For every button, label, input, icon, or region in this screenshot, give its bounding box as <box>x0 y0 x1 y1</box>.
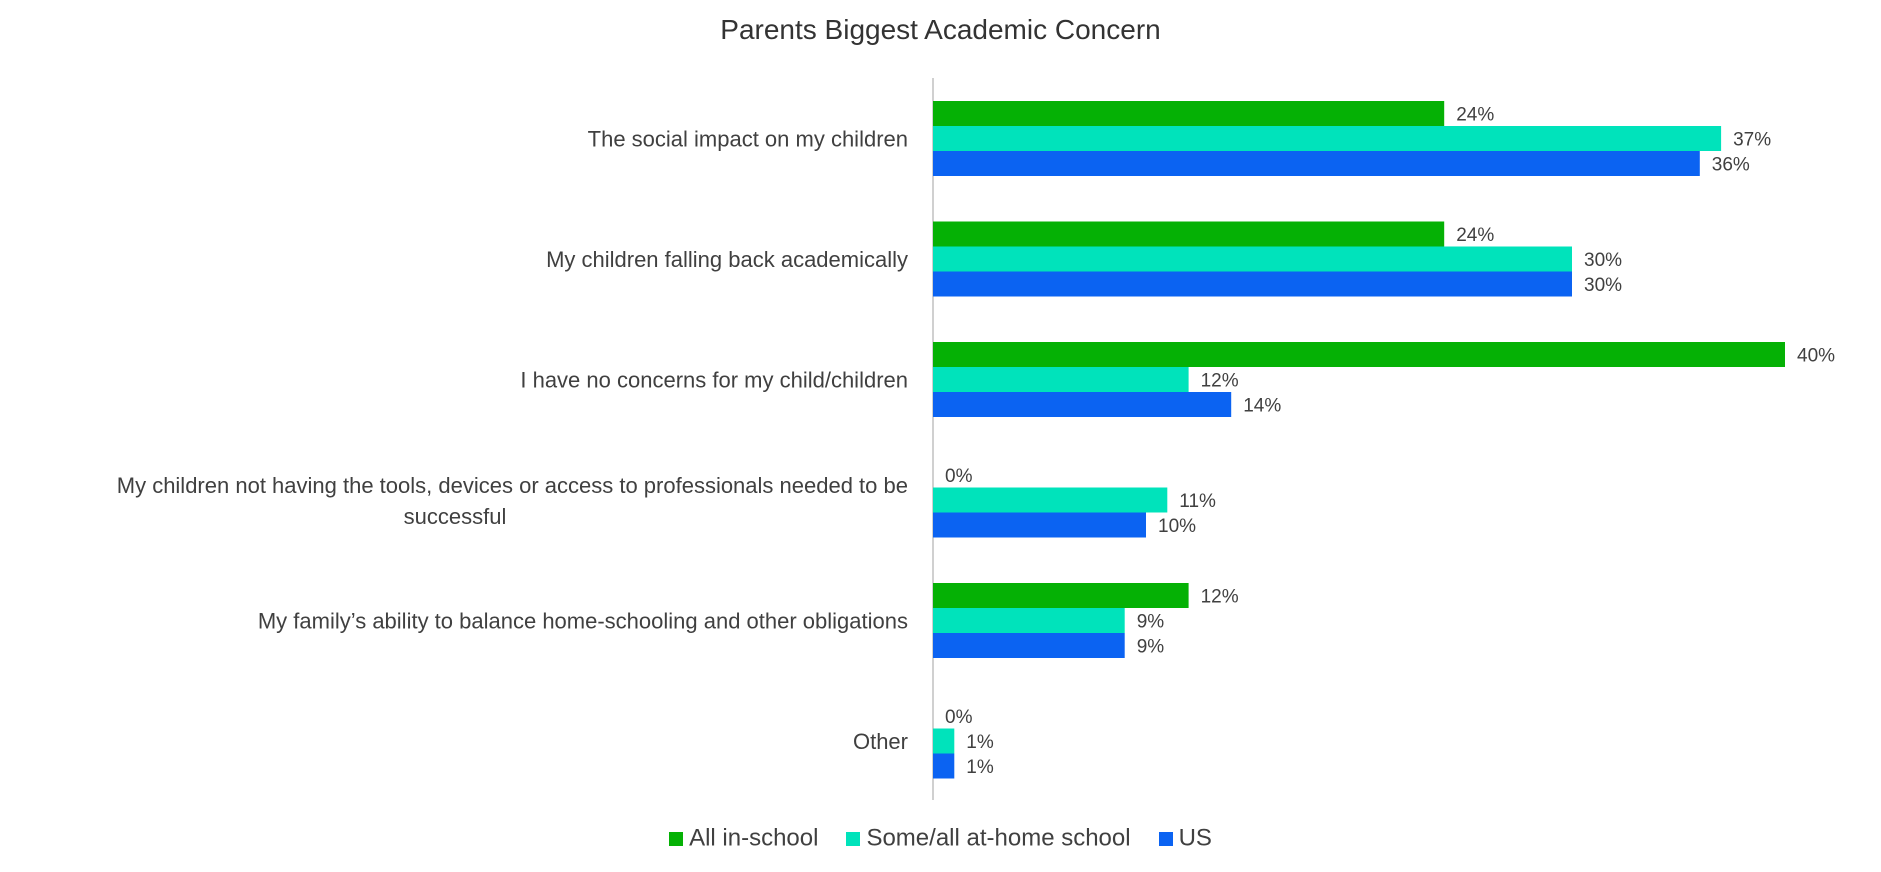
category-label: My children falling back academically <box>546 247 908 272</box>
bar <box>933 221 1445 247</box>
bar <box>933 367 1189 392</box>
legend-label: Some/all at-home school <box>866 824 1131 852</box>
data-label: 12% <box>1201 371 1239 392</box>
legend-swatch <box>1158 831 1173 846</box>
bar <box>933 512 1146 538</box>
bar <box>933 753 955 779</box>
data-label: 24% <box>1456 105 1494 126</box>
legend-swatch <box>846 831 861 846</box>
bar <box>933 126 1722 151</box>
category-label: My children not having the tools, device… <box>117 473 908 529</box>
data-label: 30% <box>1584 275 1622 296</box>
legend-item: Some/all at-home school <box>846 824 1131 853</box>
category-labels: The social impact on my children My child… <box>117 127 908 755</box>
data-label: 1% <box>966 757 994 778</box>
bars <box>933 101 1785 779</box>
chart-title: Parents Biggest Academic Concern <box>720 14 1161 45</box>
bar <box>933 246 1572 272</box>
category-label: The social impact on my children <box>588 127 908 152</box>
bar <box>933 151 1700 176</box>
bar <box>933 583 1189 608</box>
data-label: 10% <box>1158 516 1196 537</box>
data-label: 1% <box>966 732 994 753</box>
data-label: 40% <box>1797 346 1835 367</box>
bar <box>933 728 955 754</box>
data-label: 36% <box>1712 155 1750 176</box>
legend-item: US <box>1158 824 1212 853</box>
data-label: 9% <box>1137 637 1165 658</box>
bar <box>933 342 1785 367</box>
data-label: 9% <box>1137 612 1165 633</box>
bar <box>933 392 1232 417</box>
data-label: 30% <box>1584 250 1622 271</box>
legend-label: All in-school <box>689 824 819 852</box>
data-label: 24% <box>1456 225 1494 246</box>
legend: All in-school Some/all at-home school US <box>0 824 1881 853</box>
category-label: My family’s ability to balance home-scho… <box>258 609 908 634</box>
data-label: 11% <box>1179 491 1216 512</box>
bar <box>933 633 1125 658</box>
bar <box>933 487 1168 513</box>
legend-item: All in-school <box>669 824 818 853</box>
category-label: I have no concerns for my child/children <box>520 368 908 393</box>
data-label: 0% <box>945 466 973 487</box>
data-label: 0% <box>945 707 973 728</box>
bar <box>933 271 1572 297</box>
data-label: 14% <box>1243 396 1281 417</box>
category-label: Other <box>853 729 908 754</box>
bar <box>933 101 1445 126</box>
value-labels: 24%37%36%24%30%30%40%12%14%0%11%10%12%9%… <box>945 105 1835 779</box>
legend-label: US <box>1178 824 1212 852</box>
data-label: 37% <box>1733 130 1771 151</box>
legend-swatch <box>669 831 684 846</box>
data-label: 12% <box>1201 587 1239 608</box>
bar <box>933 608 1125 633</box>
